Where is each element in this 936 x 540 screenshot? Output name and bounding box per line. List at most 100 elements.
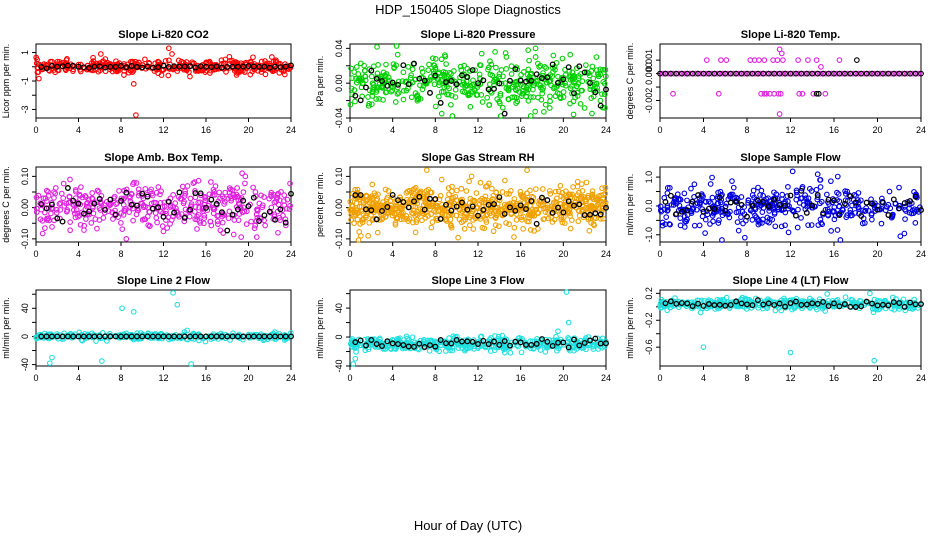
data-point xyxy=(558,213,564,220)
data-point xyxy=(239,170,245,177)
data-point xyxy=(477,197,484,204)
data-point xyxy=(517,188,524,195)
data-point xyxy=(871,70,878,77)
data-point xyxy=(49,224,55,230)
data-point xyxy=(831,300,837,307)
data-point xyxy=(427,195,433,202)
data-point xyxy=(670,202,677,208)
data-point xyxy=(428,224,435,231)
data-point xyxy=(54,61,60,68)
data-point xyxy=(602,105,608,111)
data-point xyxy=(374,229,381,236)
data-point xyxy=(555,328,561,335)
data-point xyxy=(863,70,870,77)
data-point xyxy=(716,301,723,308)
data-point xyxy=(795,70,802,77)
data-point xyxy=(501,346,507,353)
data-point xyxy=(869,200,876,207)
data-point xyxy=(144,63,151,70)
data-point xyxy=(764,214,771,221)
x-tick-label: 0 xyxy=(33,125,38,135)
data-point xyxy=(464,74,471,80)
data-point xyxy=(912,193,919,200)
data-point xyxy=(373,216,380,223)
data-point xyxy=(467,103,474,110)
data-point xyxy=(405,204,412,211)
data-point xyxy=(684,207,691,214)
data-point xyxy=(389,79,396,86)
data-point xyxy=(395,341,401,348)
data-point xyxy=(192,333,199,340)
data-point xyxy=(519,90,526,97)
data-point xyxy=(831,204,838,211)
data-point xyxy=(403,87,410,94)
x-tick-label: 20 xyxy=(872,373,882,383)
data-point xyxy=(562,82,569,89)
data-point xyxy=(836,57,843,63)
panel-title: Slope Gas Stream RH xyxy=(421,152,534,164)
y-tick-label: 1.0 xyxy=(644,171,654,184)
data-point xyxy=(43,65,50,72)
data-point xyxy=(245,63,252,70)
data-point xyxy=(700,70,707,77)
data-point xyxy=(234,206,241,213)
x-tick-label: 8 xyxy=(744,373,749,383)
data-point xyxy=(716,217,722,224)
data-point xyxy=(350,361,357,367)
data-point xyxy=(902,216,908,222)
data-point xyxy=(202,195,209,201)
data-point xyxy=(560,209,567,216)
x-tick-label: 8 xyxy=(433,249,438,259)
data-point xyxy=(583,62,589,68)
data-point xyxy=(714,70,720,77)
data-point xyxy=(275,333,282,340)
data-point xyxy=(178,195,185,202)
data-point xyxy=(395,90,402,96)
data-point xyxy=(349,75,355,81)
data-point xyxy=(446,69,453,76)
data-point xyxy=(550,52,557,59)
data-point xyxy=(576,189,582,196)
data-point xyxy=(133,202,140,209)
data-point xyxy=(181,218,188,225)
data-point xyxy=(668,70,674,77)
data-point xyxy=(768,70,775,77)
data-point xyxy=(518,93,525,99)
data-point xyxy=(772,307,779,314)
data-point xyxy=(442,53,449,60)
data-point xyxy=(906,209,913,216)
data-point xyxy=(673,198,680,204)
y-tick-label: 0.00 xyxy=(20,199,30,217)
data-point xyxy=(464,338,471,345)
data-point xyxy=(549,219,556,225)
data-point xyxy=(566,347,573,354)
data-point xyxy=(353,209,359,216)
data-point xyxy=(706,70,712,77)
data-point xyxy=(484,94,491,101)
data-point xyxy=(468,173,475,180)
data-point xyxy=(181,63,188,70)
data-point xyxy=(750,299,756,306)
data-point xyxy=(740,220,746,227)
data-point xyxy=(67,219,73,225)
data-point xyxy=(197,190,204,197)
data-point xyxy=(203,63,209,70)
data-point xyxy=(796,200,803,206)
data-point xyxy=(162,58,169,64)
data-point xyxy=(106,330,113,337)
data-point xyxy=(466,178,472,185)
data-point xyxy=(349,340,355,346)
data-points xyxy=(657,168,924,243)
data-point xyxy=(282,222,289,229)
data-point xyxy=(472,67,479,74)
data-point xyxy=(221,198,228,205)
data-point xyxy=(414,92,421,99)
data-point xyxy=(874,206,881,213)
data-point xyxy=(475,80,481,87)
data-point xyxy=(583,179,590,186)
data-point xyxy=(86,208,93,215)
data-point xyxy=(496,223,502,230)
data-point xyxy=(794,224,801,231)
data-point xyxy=(133,180,140,186)
data-point xyxy=(438,56,445,63)
